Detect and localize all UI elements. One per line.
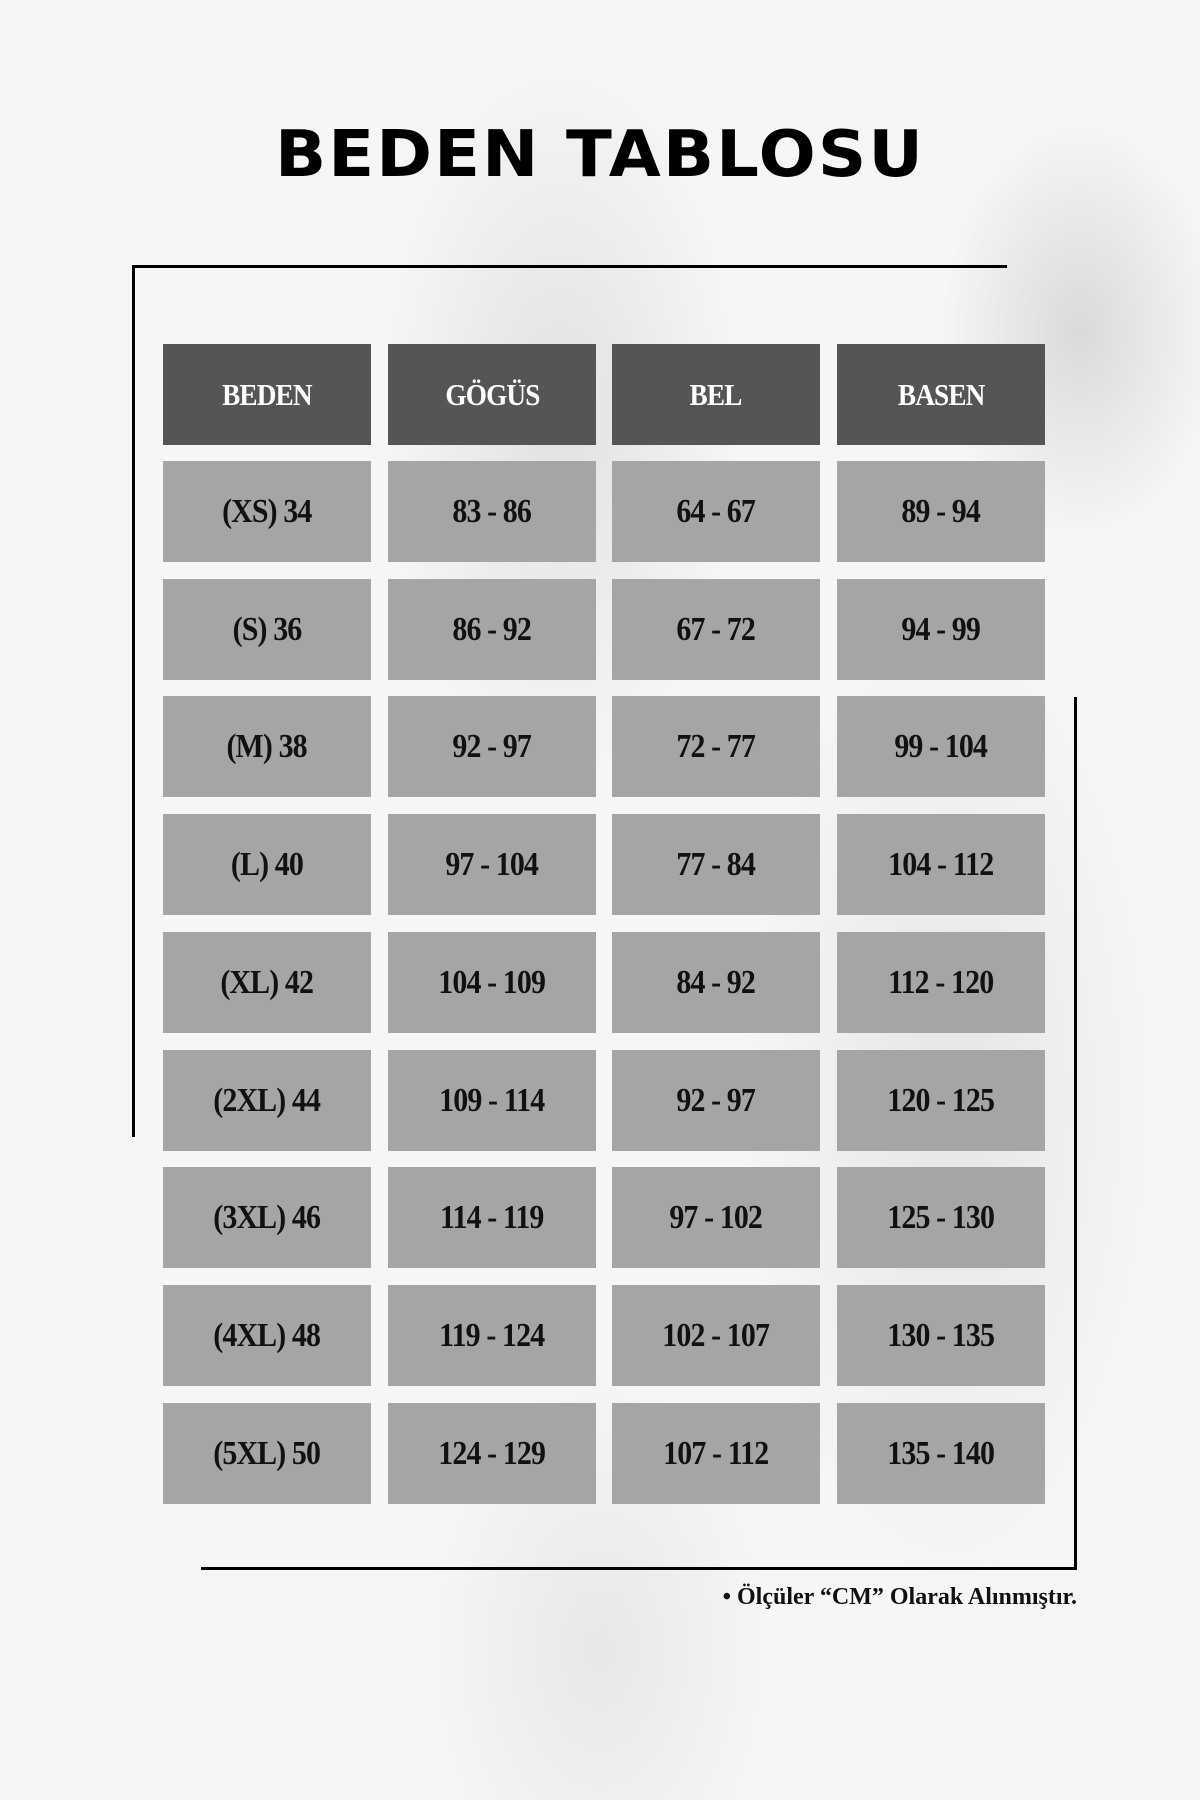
table-cell: 97 - 104 (388, 814, 596, 915)
cell-text: 109 - 114 (439, 1081, 545, 1119)
table-cell: (XS) 34 (163, 461, 371, 562)
table-cell: 104 - 112 (837, 814, 1045, 915)
cell-text: 67 - 72 (676, 610, 756, 648)
table-cell: (M) 38 (163, 696, 371, 797)
table-cell: 135 - 140 (837, 1403, 1045, 1504)
cell-text: 102 - 107 (662, 1316, 771, 1354)
column-header: BEL (612, 344, 820, 445)
cell-text: 104 - 112 (888, 845, 994, 883)
measurement-note: • Ölçüler “CM” Olarak Alınmıştır. (722, 1584, 1077, 1610)
table-cell: 109 - 114 (388, 1050, 596, 1151)
cell-text: 64 - 67 (676, 492, 756, 530)
cell-text: GÖGÜS (444, 376, 540, 412)
table-cell: (4XL) 48 (163, 1285, 371, 1386)
cell-text: (4XL) 48 (213, 1316, 322, 1354)
cell-text: 97 - 104 (445, 845, 540, 883)
cell-text: (5XL) 50 (213, 1434, 322, 1472)
table-cell: 125 - 130 (837, 1167, 1045, 1268)
table-cell: 97 - 102 (612, 1167, 820, 1268)
frame-left-line (132, 265, 135, 1137)
cell-text: 124 - 129 (438, 1434, 547, 1472)
frame-top-line (134, 265, 1007, 268)
table-cell: (S) 36 (163, 579, 371, 680)
cell-text: 92 - 97 (452, 727, 532, 765)
table-cell: 86 - 92 (388, 579, 596, 680)
cell-text: BEDEN (222, 376, 312, 412)
cell-text: 107 - 112 (663, 1434, 769, 1472)
table-cell: 72 - 77 (612, 696, 820, 797)
column-header: BEDEN (163, 344, 371, 445)
cell-text: 77 - 84 (676, 845, 756, 883)
table-cell: 84 - 92 (612, 932, 820, 1033)
table-cell: 94 - 99 (837, 579, 1045, 680)
cell-text: 83 - 86 (452, 492, 532, 530)
table-cell: (XL) 42 (163, 932, 371, 1033)
table-cell: 104 - 109 (388, 932, 596, 1033)
table-cell: (3XL) 46 (163, 1167, 371, 1268)
cell-text: 130 - 135 (887, 1316, 996, 1354)
table-cell: 67 - 72 (612, 579, 820, 680)
cell-text: 114 - 119 (440, 1198, 544, 1236)
table-cell: 99 - 104 (837, 696, 1045, 797)
table-cell: 130 - 135 (837, 1285, 1045, 1386)
table-cell: (2XL) 44 (163, 1050, 371, 1151)
cell-text: 84 - 92 (676, 963, 756, 1001)
cell-text: 135 - 140 (887, 1434, 996, 1472)
table-cell: 107 - 112 (612, 1403, 820, 1504)
table-cell: (L) 40 (163, 814, 371, 915)
cell-text: 92 - 97 (676, 1081, 756, 1119)
page-title: BEDEN TABLOSU (274, 118, 926, 192)
cell-text: (XL) 42 (220, 963, 315, 1001)
cell-text: 89 - 94 (901, 492, 981, 530)
cell-text: 99 - 104 (894, 727, 989, 765)
cell-text: 112 - 120 (888, 963, 994, 1001)
column-header: GÖGÜS (388, 344, 596, 445)
table-cell: 89 - 94 (837, 461, 1045, 562)
cell-text: (3XL) 46 (213, 1198, 322, 1236)
table-cell: 124 - 129 (388, 1403, 596, 1504)
table-cell: 119 - 124 (388, 1285, 596, 1386)
cell-text: (2XL) 44 (213, 1081, 322, 1119)
cell-text: 125 - 130 (887, 1198, 996, 1236)
table-cell: 92 - 97 (388, 696, 596, 797)
frame-right-line (1074, 697, 1077, 1570)
table-cell: 112 - 120 (837, 932, 1045, 1033)
table-cell: 102 - 107 (612, 1285, 820, 1386)
table-cell: (5XL) 50 (163, 1403, 371, 1504)
cell-text: 119 - 124 (439, 1316, 545, 1354)
table-cell: 114 - 119 (388, 1167, 596, 1268)
table-cell: 92 - 97 (612, 1050, 820, 1151)
cell-text: BASEN (897, 376, 985, 412)
column-header: BASEN (837, 344, 1045, 445)
cell-text: (L) 40 (230, 845, 304, 883)
cell-text: 120 - 125 (887, 1081, 996, 1119)
cell-text: BEL (690, 376, 743, 412)
cell-text: (S) 36 (232, 610, 303, 648)
cell-text: 72 - 77 (676, 727, 756, 765)
cell-text: 94 - 99 (901, 610, 981, 648)
cell-text: 86 - 92 (452, 610, 532, 648)
cell-text: 104 - 109 (438, 963, 547, 1001)
table-cell: 64 - 67 (612, 461, 820, 562)
table-cell: 83 - 86 (388, 461, 596, 562)
table-cell: 77 - 84 (612, 814, 820, 915)
cell-text: 97 - 102 (669, 1198, 764, 1236)
frame-bottom-line (201, 1567, 1077, 1570)
table-cell: 120 - 125 (837, 1050, 1045, 1151)
cell-text: (XS) 34 (222, 492, 312, 530)
cell-text: (M) 38 (226, 727, 308, 765)
